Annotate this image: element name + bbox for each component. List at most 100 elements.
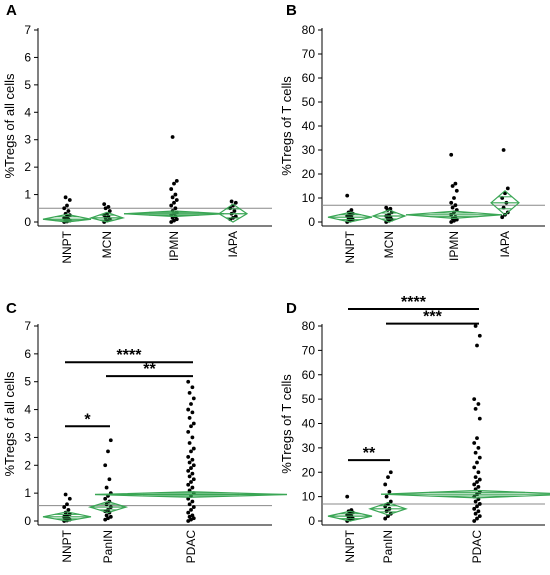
data-point — [189, 507, 193, 512]
data-point — [387, 489, 392, 494]
category-label: IPMN — [447, 231, 461, 261]
panel-letter: D — [286, 300, 297, 317]
data-point — [172, 200, 176, 205]
y-tick-label: 40 — [302, 119, 316, 133]
data-point — [190, 513, 195, 518]
data-point — [477, 502, 482, 506]
data-point — [477, 514, 482, 519]
y-tick-label: 30 — [302, 143, 316, 157]
category-label: PanIN — [381, 530, 395, 563]
data-point — [190, 471, 195, 476]
data-point — [187, 474, 192, 479]
data-point — [473, 406, 478, 411]
data-point — [169, 203, 174, 208]
data-point — [476, 402, 481, 406]
data-point — [388, 470, 393, 475]
y-tick-label: 80 — [302, 23, 316, 37]
data-point — [104, 513, 109, 518]
category-label: IAPA — [498, 231, 512, 257]
y-tick-label: 2 — [24, 160, 31, 174]
panel-letter: B — [286, 2, 297, 19]
data-point — [190, 485, 195, 490]
data-point — [472, 519, 477, 523]
y-tick-label: 0 — [308, 215, 315, 229]
data-point — [384, 494, 389, 499]
category-label: MCN — [382, 231, 396, 258]
data-point — [453, 203, 458, 208]
data-point — [66, 507, 71, 512]
y-axis-label: %Tregs of T cells — [279, 374, 294, 474]
data-point — [108, 514, 113, 519]
data-point — [475, 516, 479, 521]
data-point — [187, 390, 192, 395]
y-axis-label: %Tregs of all cells — [2, 73, 17, 178]
data-point — [449, 200, 454, 205]
data-point — [190, 410, 195, 415]
data-point — [476, 484, 481, 489]
data-point — [187, 441, 192, 445]
data-point — [104, 485, 109, 490]
data-point — [65, 502, 69, 507]
data-point — [103, 517, 108, 522]
data-point — [187, 460, 192, 465]
significance-label: *** — [423, 309, 442, 326]
data-point — [232, 209, 237, 213]
data-point — [191, 463, 196, 468]
panel-a: A 0 1 2 3 4 5 6 7 %Tregs of all cells NNPT MCN IPMN I… — [2, 2, 272, 264]
data-point — [477, 477, 482, 482]
data-point — [187, 502, 192, 507]
data-point — [186, 510, 191, 515]
category-label: NNPT — [343, 529, 357, 562]
data-point — [475, 504, 479, 509]
means-diamond — [380, 489, 550, 499]
data-point — [172, 181, 176, 186]
y-tick-label: 10 — [302, 490, 316, 504]
data-point — [477, 333, 482, 338]
data-point — [186, 407, 191, 412]
data-point — [475, 480, 479, 484]
data-point — [476, 470, 481, 475]
data-point — [476, 445, 481, 450]
data-point — [477, 416, 482, 421]
panel-d: D 0 10 20 30 40 50 60 70 80 %Tregs of T cells NNPT P… — [279, 294, 550, 563]
y-tick-label: 60 — [302, 71, 316, 85]
data-point — [473, 450, 478, 455]
y-tick-label: 3 — [24, 430, 31, 444]
data-point — [170, 135, 175, 139]
data-point — [187, 416, 192, 420]
y-tick-label: 7 — [24, 23, 31, 37]
data-point — [472, 465, 477, 470]
data-point — [67, 198, 72, 202]
category-label: PanIN — [101, 530, 115, 563]
data-point — [475, 460, 479, 465]
data-point — [472, 397, 477, 402]
data-point — [473, 511, 478, 516]
y-tick-label: 3 — [24, 133, 31, 147]
panel-letter: A — [6, 2, 17, 19]
data-point — [174, 178, 179, 183]
data-point — [475, 436, 479, 441]
data-point — [472, 441, 477, 445]
data-point — [450, 205, 455, 210]
data-point — [454, 188, 459, 193]
category-label: PDAC — [184, 530, 198, 564]
data-point — [65, 203, 69, 208]
y-tick-label: 60 — [302, 368, 316, 382]
data-point — [186, 519, 191, 523]
data-point — [190, 499, 195, 504]
y-tick-label: 1 — [24, 486, 31, 500]
data-point — [190, 385, 195, 390]
data-point — [191, 446, 196, 451]
data-point — [102, 202, 107, 207]
data-point — [187, 514, 192, 519]
data-point — [476, 509, 481, 514]
data-point — [383, 482, 388, 487]
data-point — [190, 435, 195, 440]
y-tick-label: 6 — [24, 50, 31, 64]
panel-c: C 0 1 2 3 4 5 6 7 %Tregs of all cells NNPT PanIN PDA… — [2, 300, 288, 564]
data-point — [505, 186, 510, 191]
data-point — [103, 463, 108, 468]
data-point — [173, 206, 178, 211]
data-point — [472, 482, 477, 487]
data-point — [174, 198, 179, 202]
